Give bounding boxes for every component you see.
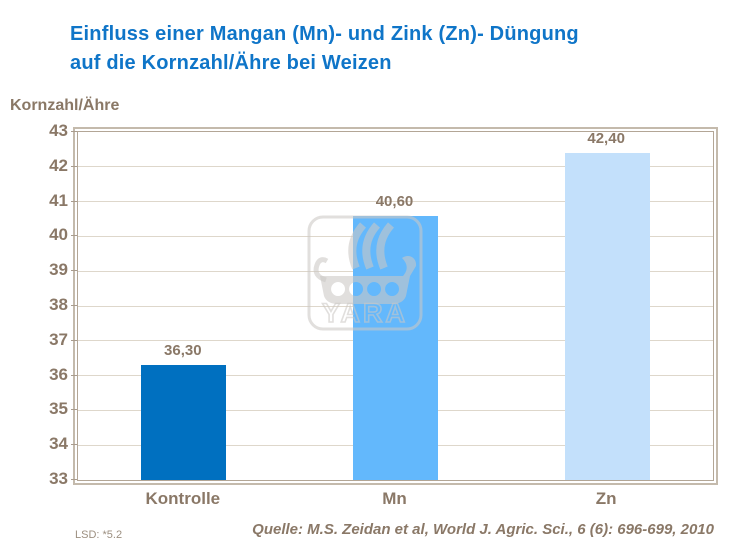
y-tick-mark: [71, 235, 77, 237]
y-tick-mark: [71, 305, 77, 306]
plot-area: [73, 127, 718, 485]
y-tick-mark: [71, 200, 77, 202]
bar-kontrolle: [141, 365, 227, 480]
value-label-kontrolle: 36,30: [164, 342, 202, 360]
y-tick-label: 43: [49, 121, 68, 140]
y-tick-mark: [71, 374, 77, 376]
y-tick-label: 42: [49, 155, 68, 175]
bar-zn: [564, 152, 650, 480]
bar-mn: [353, 215, 438, 480]
y-tick-mark: [71, 409, 77, 411]
y-axis-title: Kornzahl/Ähre: [10, 97, 120, 114]
value-label-zn: 42,40: [587, 129, 625, 147]
y-tick-mark: [71, 479, 77, 480]
y-tick-label: 33: [49, 469, 68, 488]
gridline: [78, 201, 713, 203]
value-label-mn: 40,60: [375, 192, 414, 210]
x-axis-label-zn: Zn: [595, 489, 617, 508]
chart-title-line1: Einfluss einer Mangan (Mn)- und Zink (Zn…: [70, 23, 579, 45]
y-tick-label: 38: [49, 295, 68, 314]
y-tick-label: 39: [49, 260, 68, 280]
y-tick-mark: [71, 444, 77, 446]
y-tick-label: 40: [49, 225, 68, 245]
chart-title-line2: auf die Kornzahl/Ähre bei Weizen: [70, 52, 392, 74]
gridline: [78, 166, 713, 168]
source-citation: Quelle: M.S. Zeidan et al, World J. Agri…: [252, 521, 714, 538]
y-tick-mark: [71, 339, 77, 341]
lsd-footnote: LSD: *5.2: [75, 529, 123, 541]
y-tick-label: 34: [49, 434, 68, 454]
x-axis-label-mn: Mn: [382, 489, 407, 508]
y-tick-label: 37: [49, 329, 68, 349]
x-axis-label-kontrolle: Kontrolle: [145, 489, 221, 508]
y-tick-mark: [71, 131, 77, 132]
y-tick-label: 41: [49, 190, 68, 210]
y-tick-label: 35: [49, 399, 68, 419]
y-tick-mark: [71, 270, 77, 272]
chart-title: Einfluss einer Mangan (Mn)- und Zink (Zn…: [70, 20, 690, 78]
y-tick-label: 36: [49, 364, 68, 384]
y-tick-mark: [71, 165, 77, 167]
